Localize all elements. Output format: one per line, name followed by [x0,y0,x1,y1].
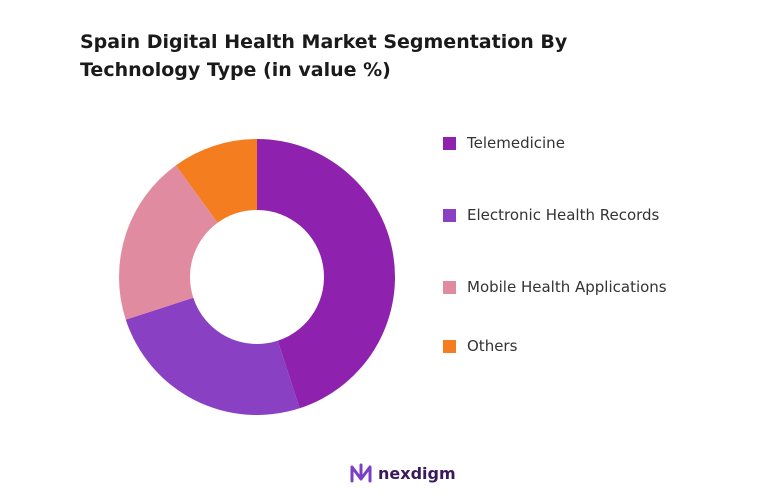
slice-electronic-health-records [125,297,300,415]
legend-item-telemedicine: Telemedicine [443,134,565,152]
legend-item-mobile-health: Mobile Health Applications [443,278,667,296]
legend-swatch [443,136,456,150]
legend-label: Electronic Health Records [467,206,660,224]
legend-label: Others [467,337,518,355]
legend-item-ehr: Electronic Health Records [443,206,659,224]
slice-others [175,139,257,223]
legend-swatch [443,208,456,222]
slice-mobile-health-applications [119,165,218,320]
legend-item-others: Others [443,337,517,355]
logo-icon [350,463,372,483]
legend-label: Telemedicine [467,134,565,152]
legend-label: Mobile Health Applications [467,278,667,296]
legend-swatch [443,339,456,353]
logo-text: nexdigm [378,463,456,483]
legend-swatch [443,280,456,294]
slice-telemedicine [257,139,395,409]
nexdigm-logo: nexdigm [350,463,456,483]
chart-title: Spain Digital Health Market Segmentation… [80,31,568,81]
